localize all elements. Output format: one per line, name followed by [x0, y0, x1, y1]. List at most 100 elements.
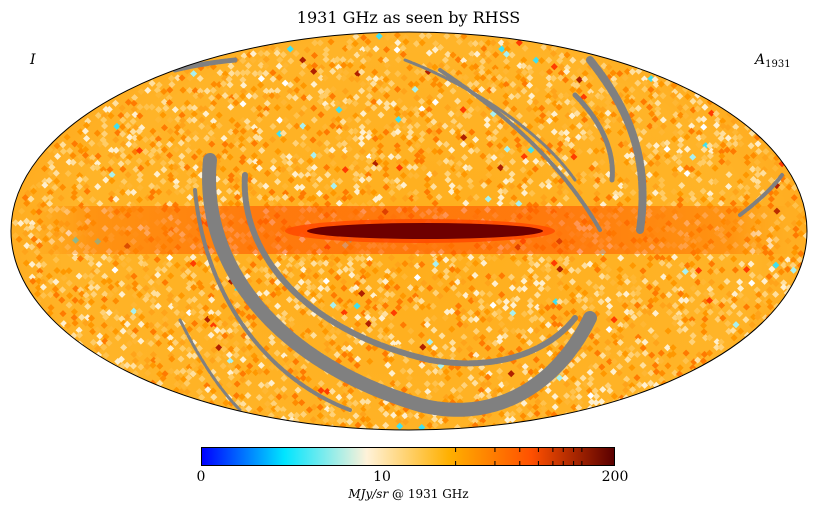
sky-pixel	[285, 153, 293, 161]
sky-pixel	[425, 98, 433, 106]
sky-pixel	[394, 115, 403, 124]
sky-pixel	[467, 142, 475, 150]
sky-pixel	[646, 122, 654, 130]
sky-pixel	[316, 97, 324, 106]
sky-pixel	[724, 134, 732, 142]
sky-pixel	[562, 91, 570, 100]
sky-pixel	[257, 49, 265, 57]
sky-pixel	[670, 135, 678, 143]
sky-pixel	[286, 87, 294, 95]
sky-pixel	[269, 136, 277, 144]
sky-pixel	[315, 189, 323, 198]
sky-pixel	[489, 82, 498, 90]
sky-pixel	[575, 122, 583, 130]
sky-pixel	[549, 49, 558, 58]
sky-pixel	[587, 92, 595, 100]
sky-pixel	[724, 159, 732, 167]
sky-pixel	[141, 135, 150, 144]
sky-pixel	[30, 187, 38, 195]
sky-pixel	[431, 63, 439, 71]
sky-pixel	[591, 160, 599, 168]
sky-pixel	[459, 140, 467, 148]
sky-pixel	[759, 169, 767, 177]
sky-pixel	[160, 146, 168, 154]
sky-pixel	[544, 178, 552, 186]
sky-pixel	[623, 177, 631, 185]
sky-pixel	[274, 147, 282, 156]
sky-pixel	[293, 165, 301, 173]
sky-pixel	[676, 196, 685, 204]
sky-pixel	[616, 128, 625, 137]
sky-pixel	[292, 153, 300, 161]
sky-pixel	[233, 193, 242, 201]
sky-pixel	[485, 171, 493, 179]
sky-pixel	[707, 178, 716, 186]
sky-pixel	[149, 188, 157, 196]
sky-pixel	[712, 147, 720, 155]
sky-pixel	[159, 159, 167, 167]
sky-pixel	[537, 160, 546, 168]
sky-pixel	[432, 135, 440, 143]
sky-pixel	[165, 99, 174, 107]
sky-pixel	[407, 80, 415, 88]
sky-pixel	[83, 134, 91, 143]
sky-pixel	[269, 75, 277, 83]
sky-pixel	[754, 178, 762, 186]
sky-pixel	[114, 188, 122, 196]
sky-pixel	[657, 146, 666, 154]
sky-pixel	[124, 98, 132, 106]
sky-pixel	[227, 142, 235, 150]
sky-pixel	[418, 75, 426, 83]
sky-pixel	[310, 116, 318, 124]
sky-pixel	[300, 82, 308, 90]
sky-pixel	[191, 129, 199, 138]
sky-pixel	[562, 188, 570, 196]
sky-pixel	[538, 104, 546, 112]
sky-pixel	[184, 135, 192, 143]
sky-pixel	[118, 182, 126, 190]
sky-pixel	[669, 117, 677, 125]
sky-pixel	[135, 134, 144, 142]
sky-pixel	[112, 146, 120, 154]
sky-pixel	[525, 105, 533, 113]
sky-pixel	[46, 189, 54, 197]
sky-pixel	[322, 55, 330, 64]
sky-pixel	[255, 134, 263, 142]
sky-pixel	[575, 76, 584, 84]
sky-pixel	[123, 111, 131, 119]
sky-pixel	[227, 128, 235, 136]
sky-pixel	[651, 75, 659, 84]
sky-pixel	[256, 69, 264, 77]
sky-pixel	[599, 106, 607, 114]
sky-pixel	[255, 116, 263, 124]
sky-pixel	[216, 69, 224, 77]
sky-pixel	[412, 80, 420, 88]
sky-pixel	[306, 157, 314, 165]
sky-pixel	[70, 193, 78, 201]
sky-pixel	[100, 116, 108, 124]
sky-pixel	[717, 134, 725, 142]
sky-pixel	[167, 159, 175, 167]
sky-pixel	[701, 103, 709, 111]
sky-pixel	[460, 133, 468, 142]
sky-pixel	[497, 159, 505, 167]
sky-pixel	[357, 134, 365, 142]
sky-pixel	[126, 133, 134, 141]
sky-pixel	[293, 183, 301, 192]
sky-pixel	[466, 81, 474, 89]
sky-pixel	[297, 157, 305, 165]
sky-pixel	[594, 104, 602, 113]
sky-pixel	[490, 154, 498, 162]
sky-pixel	[351, 40, 359, 48]
sky-pixel	[329, 189, 337, 197]
sky-pixel	[342, 124, 350, 132]
sky-pixel	[244, 62, 252, 70]
sky-pixel	[400, 181, 408, 189]
sky-pixel	[473, 105, 482, 113]
sky-pixel	[732, 188, 740, 196]
sky-pixel	[545, 110, 553, 118]
sky-pixel	[286, 159, 294, 167]
sky-pixel	[496, 122, 504, 130]
sky-pixel	[178, 121, 186, 129]
sky-pixel	[329, 67, 337, 75]
